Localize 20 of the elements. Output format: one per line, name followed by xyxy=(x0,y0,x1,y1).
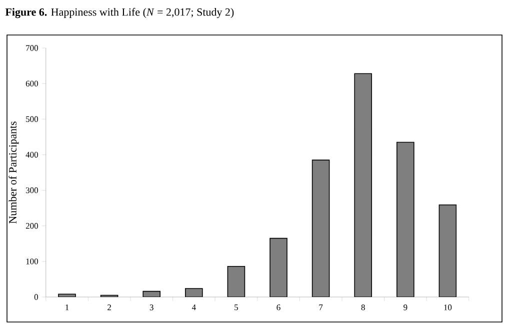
y-tick-label: 200 xyxy=(26,222,38,229)
x-tick-label: 4 xyxy=(192,304,196,310)
chart-title: Figure 6. Happiness with Life (N = 2,017; Study 2) xyxy=(5,8,234,18)
y-tick-label: 300 xyxy=(26,187,38,194)
x-tick-label: 9 xyxy=(404,304,408,310)
x-tick-label: 1 xyxy=(66,304,69,310)
y-axis-title: Number of Participants xyxy=(8,122,19,224)
y-tick-label: 400 xyxy=(26,152,38,158)
y-tick-label: 0 xyxy=(34,294,38,300)
x-tick-label: 3 xyxy=(150,304,154,310)
y-tick-label: 500 xyxy=(26,116,38,122)
x-tick-label: 5 xyxy=(234,304,238,310)
y-tick-label: 100 xyxy=(26,258,38,264)
y-tick-label: 600 xyxy=(26,80,38,86)
x-tick-label: 7 xyxy=(319,304,323,310)
x-tick-label: 6 xyxy=(276,304,280,310)
y-tick-label: 700 xyxy=(26,45,38,51)
x-tick-label: 2 xyxy=(108,304,111,310)
x-tick-label: 8 xyxy=(361,304,365,310)
x-tick-label: 10 xyxy=(444,304,452,310)
